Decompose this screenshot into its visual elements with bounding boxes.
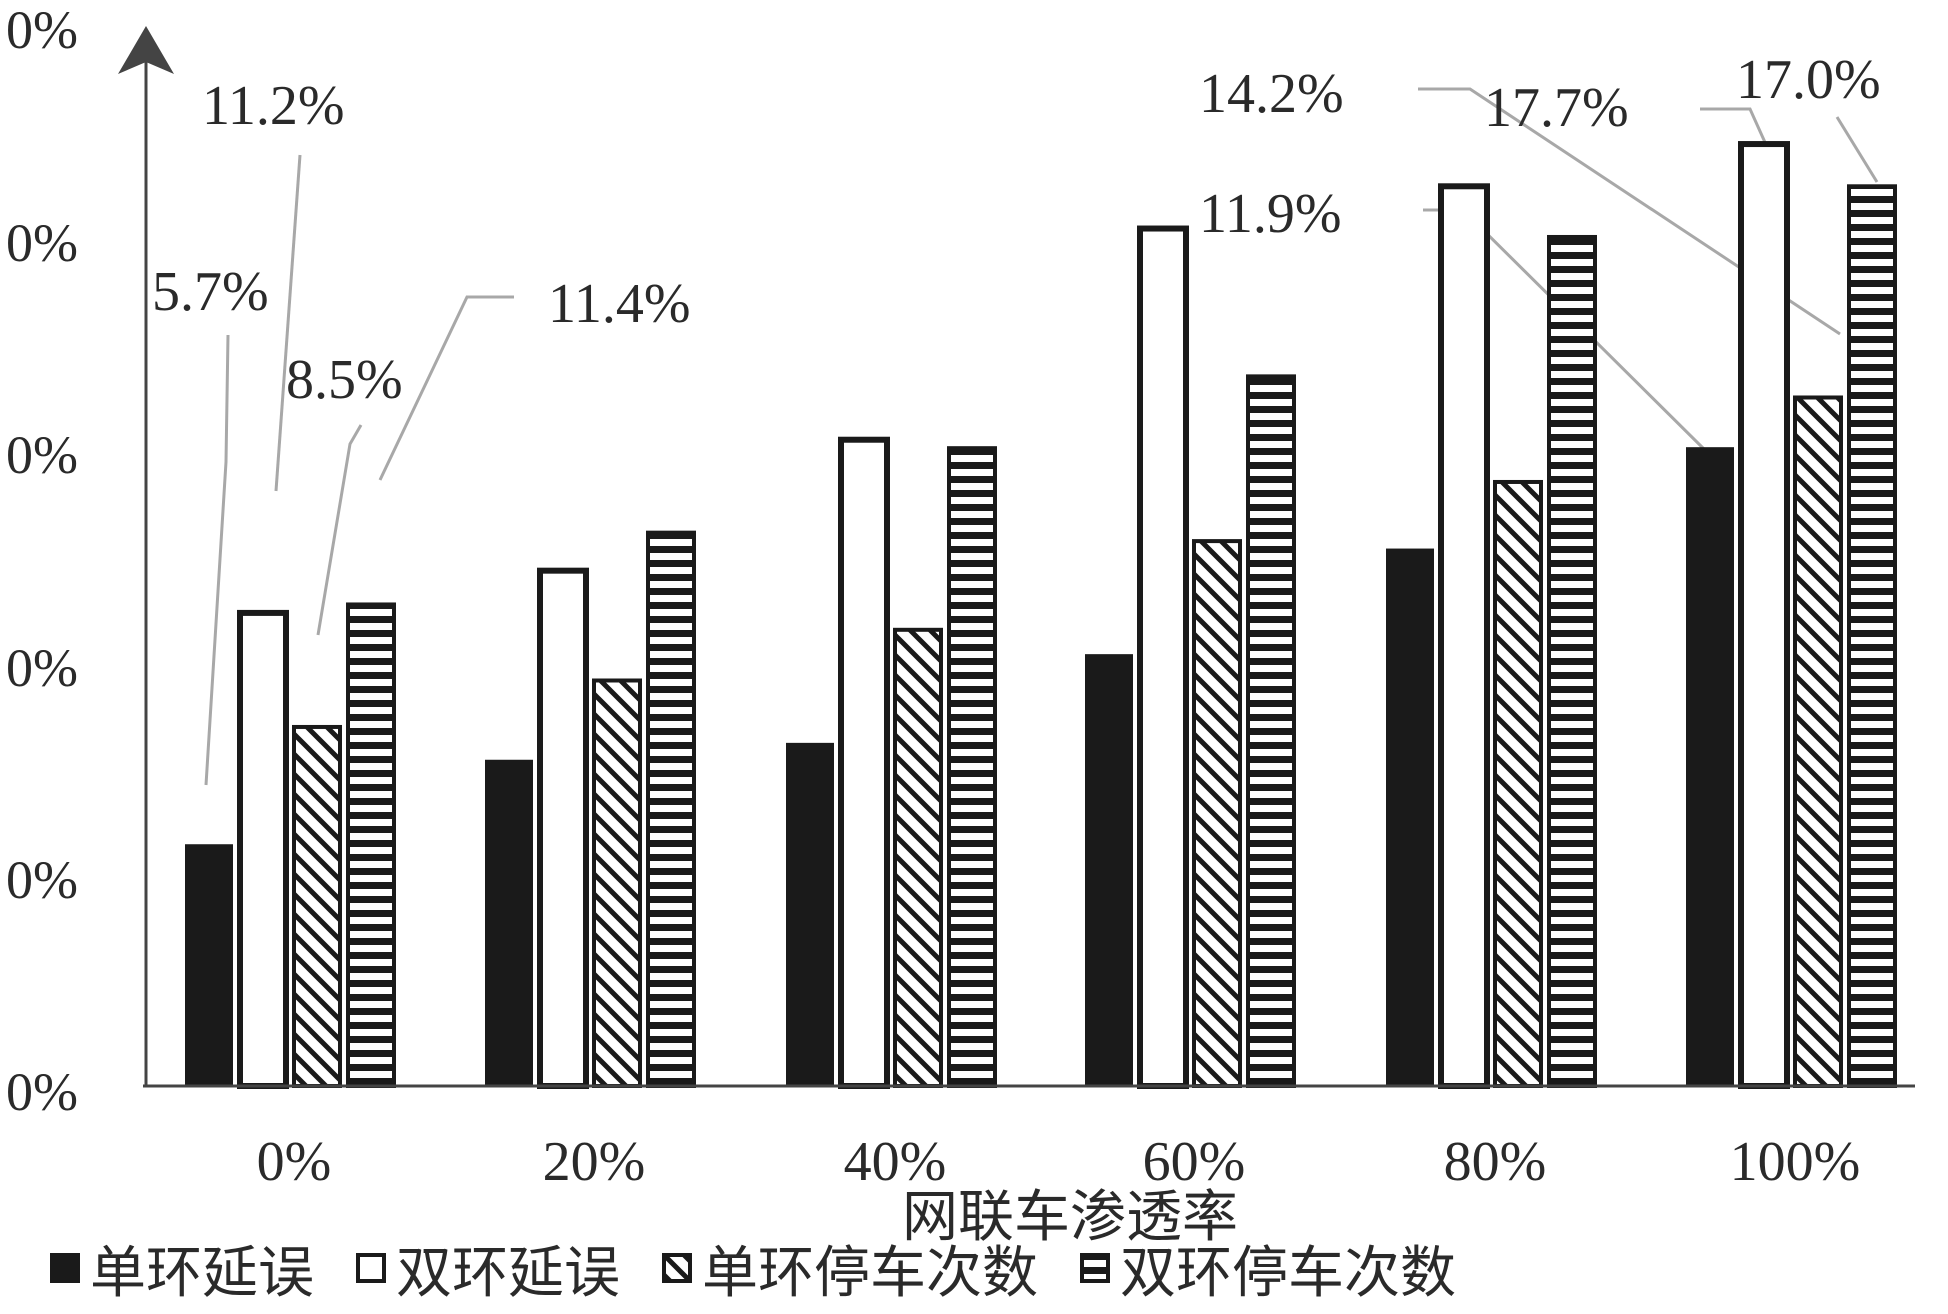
data-annotation: 14.2% — [1199, 63, 1344, 125]
legend-label: 双环停车次数 — [1120, 1240, 1456, 1306]
data-annotation: 11.2% — [202, 75, 345, 137]
legend-item-double-ring-stops: 双环停车次数 — [1080, 1228, 1456, 1309]
x-axis-title: 网联车渗透率 — [902, 1185, 1238, 1250]
x-tick-label: 40% — [844, 1131, 947, 1193]
x-tick-label: 80% — [1444, 1131, 1547, 1193]
annotation-leader-line — [378, 295, 514, 481]
data-annotation: 17.0% — [1736, 49, 1881, 111]
diagonal-hatch-swatch-icon — [662, 1253, 692, 1283]
bar-single-ring-stops — [292, 724, 342, 1089]
bar-double-ring-stops — [947, 446, 997, 1088]
y-tick-label: 0% — [6, 0, 78, 60]
annotation-leader-line — [1700, 107, 1770, 150]
bar-double-ring-stops — [1547, 234, 1597, 1088]
y-tick-label: 0% — [6, 638, 78, 698]
bar-single-ring-stops — [592, 678, 642, 1088]
data-annotation: 11.9% — [1199, 183, 1342, 245]
annotation-leader-lines — [204, 87, 1879, 786]
open-swatch-icon — [356, 1253, 386, 1283]
bar-single-ring-stops — [893, 627, 943, 1088]
bar-single-ring-stops — [1493, 479, 1543, 1088]
annotation-leader-line — [274, 154, 302, 492]
legend: 单环延误 双环延误 单环停车次数 双环停车次数 — [50, 1228, 1498, 1308]
bar-single-ring-delay — [1386, 548, 1434, 1087]
x-tick-label: 60% — [1143, 1131, 1246, 1193]
bar-double-ring-stops — [1246, 374, 1296, 1089]
bar-single-ring-stops — [1793, 395, 1843, 1089]
y-tick-label: 0% — [6, 425, 78, 485]
annotation-leader-line — [1418, 87, 1841, 336]
annotation-leader-line — [316, 424, 363, 636]
horizontal-hatch-swatch-icon — [1080, 1253, 1110, 1283]
bar-single-ring-delay — [786, 742, 834, 1088]
bar-double-ring-delay — [537, 567, 589, 1089]
bar-single-ring-delay — [1686, 447, 1734, 1087]
bar-double-ring-stops — [1847, 184, 1897, 1088]
x-tick-label: 0% — [257, 1131, 332, 1193]
x-axis-tick-labels: 0% 20% 40% 60% 80% 100% — [257, 1131, 1861, 1193]
annotation-leader-line — [1835, 116, 1879, 183]
bar-single-ring-delay — [185, 844, 233, 1087]
bar-single-ring-stops — [1192, 539, 1242, 1088]
bar-double-ring-delay — [237, 609, 289, 1089]
bar-double-ring-stops — [646, 530, 696, 1088]
y-tick-label: 0% — [6, 1062, 78, 1122]
bars — [185, 141, 1897, 1090]
data-annotation: 5.7% — [152, 261, 269, 323]
legend-label: 双环延误 — [396, 1240, 620, 1306]
x-tick-label: 20% — [543, 1131, 646, 1193]
legend-item-single-ring-stops: 单环停车次数 — [662, 1228, 1038, 1309]
bar-double-ring-delay — [1438, 183, 1490, 1089]
x-tick-label: 100% — [1730, 1131, 1861, 1193]
data-annotations: 5.7% 11.2% 8.5% 11.4% 14.2% 17.7% 17.0% 11.9% — [152, 49, 1881, 411]
bar-double-ring-delay — [838, 436, 890, 1089]
data-annotation: 8.5% — [286, 349, 403, 411]
bar-single-ring-delay — [485, 759, 533, 1087]
legend-label: 单环停车次数 — [702, 1240, 1038, 1306]
annotation-leader-line — [204, 334, 230, 786]
y-tick-label: 0% — [6, 850, 78, 910]
legend-item-single-ring-delay: 单环延误 — [50, 1228, 314, 1309]
legend-item-double-ring-delay: 双环延误 — [356, 1228, 620, 1309]
y-axis-tick-labels: 0% 0% 0% 0% 0% 0% — [6, 0, 78, 1122]
bar-double-ring-stops — [346, 602, 396, 1088]
data-annotation: 17.7% — [1484, 77, 1629, 139]
solid-swatch-icon — [50, 1253, 80, 1283]
y-tick-label: 0% — [6, 213, 78, 273]
bar-double-ring-delay — [1738, 141, 1790, 1090]
legend-label: 单环延误 — [90, 1240, 314, 1306]
y-axis-arrowhead — [118, 26, 174, 74]
data-annotation: 11.4% — [548, 273, 691, 335]
bar-double-ring-delay — [1137, 225, 1189, 1089]
bar-single-ring-delay — [1085, 654, 1133, 1087]
